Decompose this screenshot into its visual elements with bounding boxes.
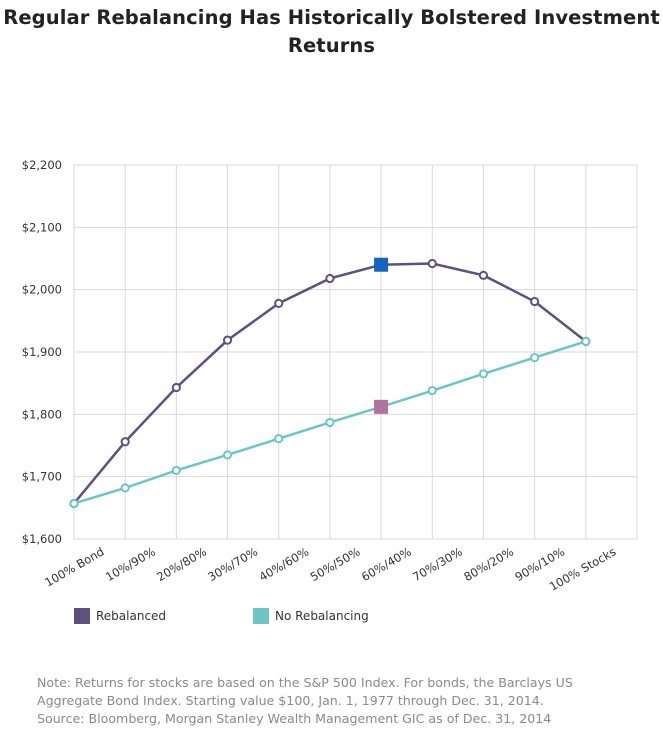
footnote-line-3: Source: Bloomberg, Morgan Stanley Wealth… [37,711,552,726]
legend-swatch-no-rebalancing [253,608,269,624]
data-point [222,335,233,345]
data-point [427,258,437,269]
x-tick-label: 30%/70% [205,544,260,584]
legend-item-rebalanced: Rebalanced [74,606,166,626]
footnote-line-2: Aggregate Bond Index. Starting value $10… [37,693,544,708]
data-point [478,369,489,379]
footnote: Note: Returns for stocks are based on th… [37,674,637,728]
y-tick-label: $1,800 [22,407,62,421]
data-point [581,336,591,347]
data-point [325,273,335,284]
chart-title: Regular Rebalancing Has Historically Bol… [0,4,663,60]
data-point [120,483,130,493]
series-no-rebalancing [69,336,591,509]
x-tick-label: 80%/20% [461,544,516,584]
highlight-marker [374,257,389,272]
y-tick-label: $1,700 [22,470,62,484]
data-point [530,353,540,363]
chart-title-line-1: Regular Rebalancing Has Historically Bol… [3,6,660,29]
chart-title-line-2: Returns [287,34,376,57]
x-tick-label: 70%/30% [410,544,465,584]
data-point [171,465,181,476]
data-point [69,498,79,509]
y-tick-label: $1,900 [22,345,62,359]
chart-series [69,257,591,509]
x-tick-label: 20%/80% [154,544,209,584]
y-tick-label: $2,100 [22,220,62,234]
legend-label-no-rebalancing: No Rebalancing [275,609,369,623]
data-point [325,417,335,428]
data-point [274,298,284,308]
x-tick-label: 60%/40% [359,544,414,584]
data-point [222,450,233,460]
legend-swatch-rebalanced [74,608,90,624]
chart-grid [73,164,638,540]
y-axis-ticks: $1,600 $1,700 $1,800 $1,900 $2,000 $2,100 $2,2… [22,158,62,546]
data-point [171,382,181,393]
data-point [120,437,130,447]
data-point [274,434,284,444]
x-tick-label: 40%/60% [257,544,312,584]
footnote-line-1: Note: Returns for stocks are based on th… [37,675,573,690]
line-chart: $1,600 $1,700 $1,800 $1,900 $2,000 $2,100 $2,2… [22,158,638,594]
series-rebalanced [69,257,591,509]
y-tick-label: $2,200 [22,158,62,172]
y-tick-label: $1,600 [22,532,62,546]
x-tick-label: 10%/90% [103,544,158,584]
data-point [530,296,540,307]
x-tick-label: 50%/50% [308,544,363,584]
legend-item-no-rebalancing: No Rebalancing [253,606,369,626]
x-tick-label: 100% Bond [42,544,106,589]
y-tick-label: $2,000 [22,283,62,297]
data-point [427,386,437,396]
legend-label-rebalanced: Rebalanced [96,609,167,623]
data-point [478,270,489,280]
x-axis-ticks: 100% Bond10%/90%20%/80%30%/70%40%/60%50%… [42,544,618,593]
highlight-marker [374,399,389,414]
